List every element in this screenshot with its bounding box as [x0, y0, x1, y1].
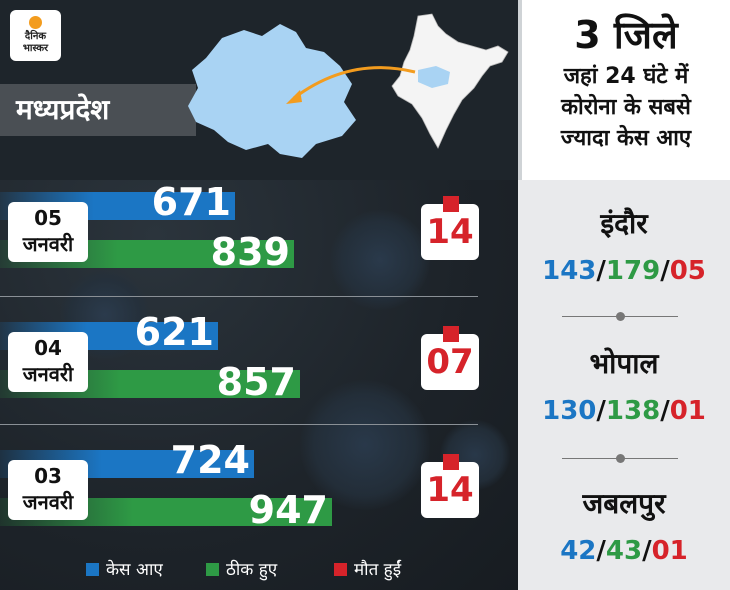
district-name: जबलपुर — [582, 487, 666, 520]
death-count: 07 — [421, 326, 479, 390]
side-panel-title: 3 जिले — [574, 13, 678, 57]
death-marker — [443, 454, 459, 470]
value-label-cases: 671 — [151, 180, 231, 224]
separator-dot — [616, 454, 625, 463]
value-label-cases: 724 — [170, 438, 250, 482]
date-label: 04 जनवरी — [8, 332, 88, 392]
row-divider — [0, 424, 478, 425]
district-cases: 143 — [542, 256, 597, 286]
district-values: 42/43/01 — [560, 536, 688, 566]
separator-dot — [616, 312, 625, 321]
district-cases: 130 — [542, 396, 597, 426]
value-label-recovered: 839 — [210, 230, 290, 274]
value-label-recovered: 947 — [248, 488, 328, 532]
legend-swatch-deaths — [334, 563, 347, 576]
death-value: 14 — [426, 470, 474, 510]
legend-swatch-recovered — [206, 563, 219, 576]
death-value: 07 — [426, 342, 474, 382]
virus-decoration — [300, 380, 430, 510]
district-name: भोपाल — [589, 347, 659, 380]
sun-icon — [29, 16, 42, 29]
side-panel-line-3: ज्यादा केस आए — [560, 126, 692, 151]
date-day: 03 — [34, 464, 62, 488]
date-month: जनवरी — [22, 232, 74, 256]
district-name: इंदौर — [600, 207, 648, 240]
dainik-bhaskar-logo: दैनिक भास्कर — [10, 10, 61, 61]
logo-line-1: दैनिक — [24, 31, 47, 42]
row-divider — [0, 296, 478, 297]
india-map-icon — [391, 13, 509, 149]
logo-line-2: भास्कर — [22, 43, 49, 54]
district-values: 130/138/01 — [542, 396, 706, 426]
legend-label-deaths: मौत हुईं — [354, 560, 402, 580]
legend-swatch-cases — [86, 563, 99, 576]
district-deaths: 05 — [669, 256, 706, 286]
district-recovered: 138 — [605, 396, 661, 426]
side-panel-line-1: जहां 24 घंटे में — [563, 64, 689, 89]
date-month: जनवरी — [22, 490, 74, 514]
side-panel-header: 3 जिले जहां 24 घंटे में कोरोना के सबसे ज… — [518, 0, 730, 180]
district-recovered: 179 — [605, 256, 661, 286]
state-label: मध्यप्रदेश — [0, 84, 196, 136]
district-deaths: 01 — [669, 396, 706, 426]
district-recovered: 43 — [605, 536, 643, 566]
arrow-icon — [286, 66, 416, 104]
virus-decoration — [330, 210, 430, 310]
death-marker — [443, 326, 459, 342]
side-panel-line-2: कोरोना के सबसे — [561, 95, 691, 120]
date-day: 04 — [34, 336, 62, 360]
date-day: 05 — [34, 206, 62, 230]
date-label: 03 जनवरी — [8, 460, 88, 520]
death-value: 14 — [426, 212, 474, 252]
date-month: जनवरी — [22, 362, 74, 386]
death-count: 14 — [421, 454, 479, 518]
death-marker — [443, 196, 459, 212]
legend-label-cases: केस आए — [106, 560, 163, 580]
district-values: 143/179/05 — [542, 256, 706, 286]
value-label-recovered: 857 — [216, 360, 296, 404]
value-label-cases: 621 — [134, 310, 214, 354]
death-count: 14 — [421, 196, 479, 260]
date-label: 05 जनवरी — [8, 202, 88, 262]
district-cases: 42 — [560, 536, 597, 566]
district-deaths: 01 — [651, 536, 688, 566]
madhya-pradesh-map-icon — [188, 24, 356, 158]
legend-label-recovered: ठीक हुए — [226, 560, 278, 580]
